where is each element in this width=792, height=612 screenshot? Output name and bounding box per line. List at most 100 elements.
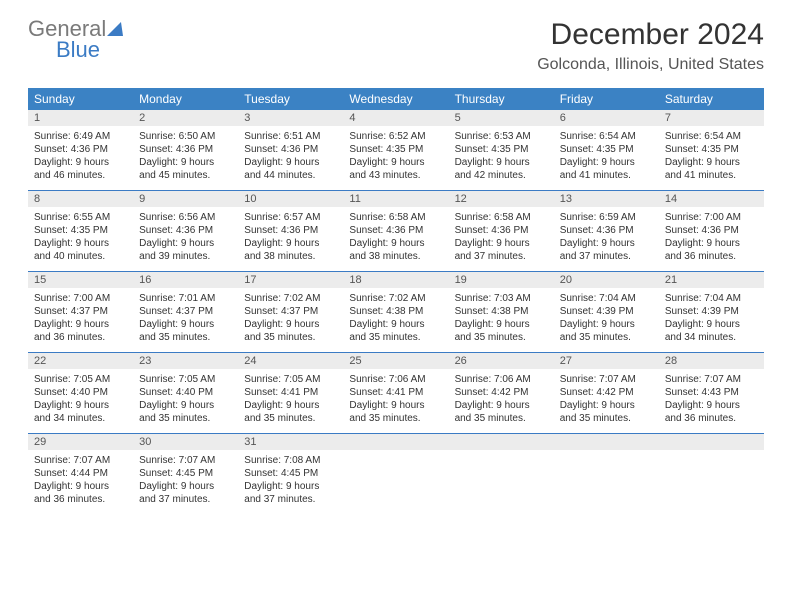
- day-cell: Sunrise: 7:04 AMSunset: 4:39 PMDaylight:…: [554, 288, 659, 352]
- day-number: 27: [554, 353, 659, 369]
- day-sunrise: Sunrise: 7:00 AM: [665, 211, 758, 224]
- day-sunrise: Sunrise: 6:52 AM: [349, 130, 442, 143]
- day-sunset: Sunset: 4:36 PM: [244, 143, 337, 156]
- day-d2: and 37 minutes.: [455, 250, 548, 263]
- header: General Blue December 2024 Golconda, Ill…: [0, 0, 792, 82]
- day-cell: Sunrise: 6:49 AMSunset: 4:36 PMDaylight:…: [28, 126, 133, 190]
- day-sunrise: Sunrise: 7:06 AM: [455, 373, 548, 386]
- day-number: 31: [238, 434, 343, 450]
- day-sunrise: Sunrise: 6:58 AM: [455, 211, 548, 224]
- day-cell: Sunrise: 7:07 AMSunset: 4:43 PMDaylight:…: [659, 369, 764, 433]
- day-cell: Sunrise: 6:51 AMSunset: 4:36 PMDaylight:…: [238, 126, 343, 190]
- day-d2: and 46 minutes.: [34, 169, 127, 182]
- day-sunset: Sunset: 4:35 PM: [455, 143, 548, 156]
- day-header: Friday: [554, 88, 659, 110]
- day-header: Sunday: [28, 88, 133, 110]
- day-d1: Daylight: 9 hours: [34, 480, 127, 493]
- day-d1: Daylight: 9 hours: [455, 399, 548, 412]
- day-headers-row: SundayMondayTuesdayWednesdayThursdayFrid…: [28, 88, 764, 110]
- day-d2: and 36 minutes.: [34, 331, 127, 344]
- day-number: 16: [133, 272, 238, 288]
- day-d1: Daylight: 9 hours: [455, 318, 548, 331]
- day-cell: [449, 450, 554, 514]
- day-number: 21: [659, 272, 764, 288]
- day-number: 28: [659, 353, 764, 369]
- day-number: 23: [133, 353, 238, 369]
- day-sunset: Sunset: 4:39 PM: [665, 305, 758, 318]
- day-d2: and 42 minutes.: [455, 169, 548, 182]
- day-d2: and 36 minutes.: [665, 250, 758, 263]
- week-row: Sunrise: 7:00 AMSunset: 4:37 PMDaylight:…: [28, 288, 764, 353]
- day-number: 5: [449, 110, 554, 126]
- day-d2: and 35 minutes.: [139, 331, 232, 344]
- day-cell: [659, 450, 764, 514]
- day-number: 1: [28, 110, 133, 126]
- day-d1: Daylight: 9 hours: [349, 318, 442, 331]
- day-cell: Sunrise: 7:08 AMSunset: 4:45 PMDaylight:…: [238, 450, 343, 514]
- day-sunrise: Sunrise: 6:49 AM: [34, 130, 127, 143]
- day-sunrise: Sunrise: 6:53 AM: [455, 130, 548, 143]
- day-number: 14: [659, 191, 764, 207]
- day-d2: and 43 minutes.: [349, 169, 442, 182]
- day-cell: Sunrise: 6:50 AMSunset: 4:36 PMDaylight:…: [133, 126, 238, 190]
- day-sunset: Sunset: 4:35 PM: [349, 143, 442, 156]
- day-sunset: Sunset: 4:39 PM: [560, 305, 653, 318]
- day-sunset: Sunset: 4:41 PM: [349, 386, 442, 399]
- day-d2: and 35 minutes.: [349, 412, 442, 425]
- day-d2: and 45 minutes.: [139, 169, 232, 182]
- calendar: SundayMondayTuesdayWednesdayThursdayFrid…: [28, 88, 764, 514]
- day-d1: Daylight: 9 hours: [244, 156, 337, 169]
- logo-word-2: Blue: [56, 37, 124, 63]
- day-sunrise: Sunrise: 7:00 AM: [34, 292, 127, 305]
- day-number: 18: [343, 272, 448, 288]
- day-number: [554, 434, 659, 450]
- day-d1: Daylight: 9 hours: [665, 318, 758, 331]
- day-sunrise: Sunrise: 6:54 AM: [560, 130, 653, 143]
- day-cell: Sunrise: 7:03 AMSunset: 4:38 PMDaylight:…: [449, 288, 554, 352]
- day-sunset: Sunset: 4:45 PM: [139, 467, 232, 480]
- day-sunrise: Sunrise: 7:07 AM: [560, 373, 653, 386]
- day-d2: and 41 minutes.: [665, 169, 758, 182]
- day-number: 6: [554, 110, 659, 126]
- day-d2: and 36 minutes.: [34, 493, 127, 506]
- day-d2: and 35 minutes.: [560, 412, 653, 425]
- day-sunset: Sunset: 4:36 PM: [139, 224, 232, 237]
- day-number: 20: [554, 272, 659, 288]
- day-cell: Sunrise: 6:53 AMSunset: 4:35 PMDaylight:…: [449, 126, 554, 190]
- logo: General Blue: [28, 18, 124, 63]
- day-cell: Sunrise: 7:05 AMSunset: 4:41 PMDaylight:…: [238, 369, 343, 433]
- day-number: 19: [449, 272, 554, 288]
- day-sunset: Sunset: 4:41 PM: [244, 386, 337, 399]
- day-number: 24: [238, 353, 343, 369]
- day-cell: [554, 450, 659, 514]
- day-sunset: Sunset: 4:42 PM: [560, 386, 653, 399]
- day-d2: and 35 minutes.: [244, 412, 337, 425]
- day-d2: and 38 minutes.: [244, 250, 337, 263]
- day-d2: and 35 minutes.: [455, 412, 548, 425]
- day-d1: Daylight: 9 hours: [139, 480, 232, 493]
- day-d1: Daylight: 9 hours: [244, 318, 337, 331]
- day-sunrise: Sunrise: 6:51 AM: [244, 130, 337, 143]
- day-header: Thursday: [449, 88, 554, 110]
- day-sunset: Sunset: 4:43 PM: [665, 386, 758, 399]
- day-d1: Daylight: 9 hours: [349, 237, 442, 250]
- day-cell: Sunrise: 6:54 AMSunset: 4:35 PMDaylight:…: [659, 126, 764, 190]
- day-number: 3: [238, 110, 343, 126]
- week-row: Sunrise: 7:07 AMSunset: 4:44 PMDaylight:…: [28, 450, 764, 514]
- day-d1: Daylight: 9 hours: [560, 237, 653, 250]
- day-sunrise: Sunrise: 7:04 AM: [560, 292, 653, 305]
- day-d2: and 35 minutes.: [560, 331, 653, 344]
- day-cell: Sunrise: 7:01 AMSunset: 4:37 PMDaylight:…: [133, 288, 238, 352]
- month-title: December 2024: [537, 18, 764, 52]
- day-d1: Daylight: 9 hours: [139, 399, 232, 412]
- day-cell: Sunrise: 6:58 AMSunset: 4:36 PMDaylight:…: [449, 207, 554, 271]
- day-sunrise: Sunrise: 7:07 AM: [665, 373, 758, 386]
- day-cell: Sunrise: 6:59 AMSunset: 4:36 PMDaylight:…: [554, 207, 659, 271]
- day-number: 17: [238, 272, 343, 288]
- day-sunset: Sunset: 4:38 PM: [455, 305, 548, 318]
- day-sunset: Sunset: 4:35 PM: [560, 143, 653, 156]
- day-sunset: Sunset: 4:36 PM: [349, 224, 442, 237]
- day-sunrise: Sunrise: 7:05 AM: [34, 373, 127, 386]
- day-cell: Sunrise: 6:58 AMSunset: 4:36 PMDaylight:…: [343, 207, 448, 271]
- day-cell: Sunrise: 7:02 AMSunset: 4:38 PMDaylight:…: [343, 288, 448, 352]
